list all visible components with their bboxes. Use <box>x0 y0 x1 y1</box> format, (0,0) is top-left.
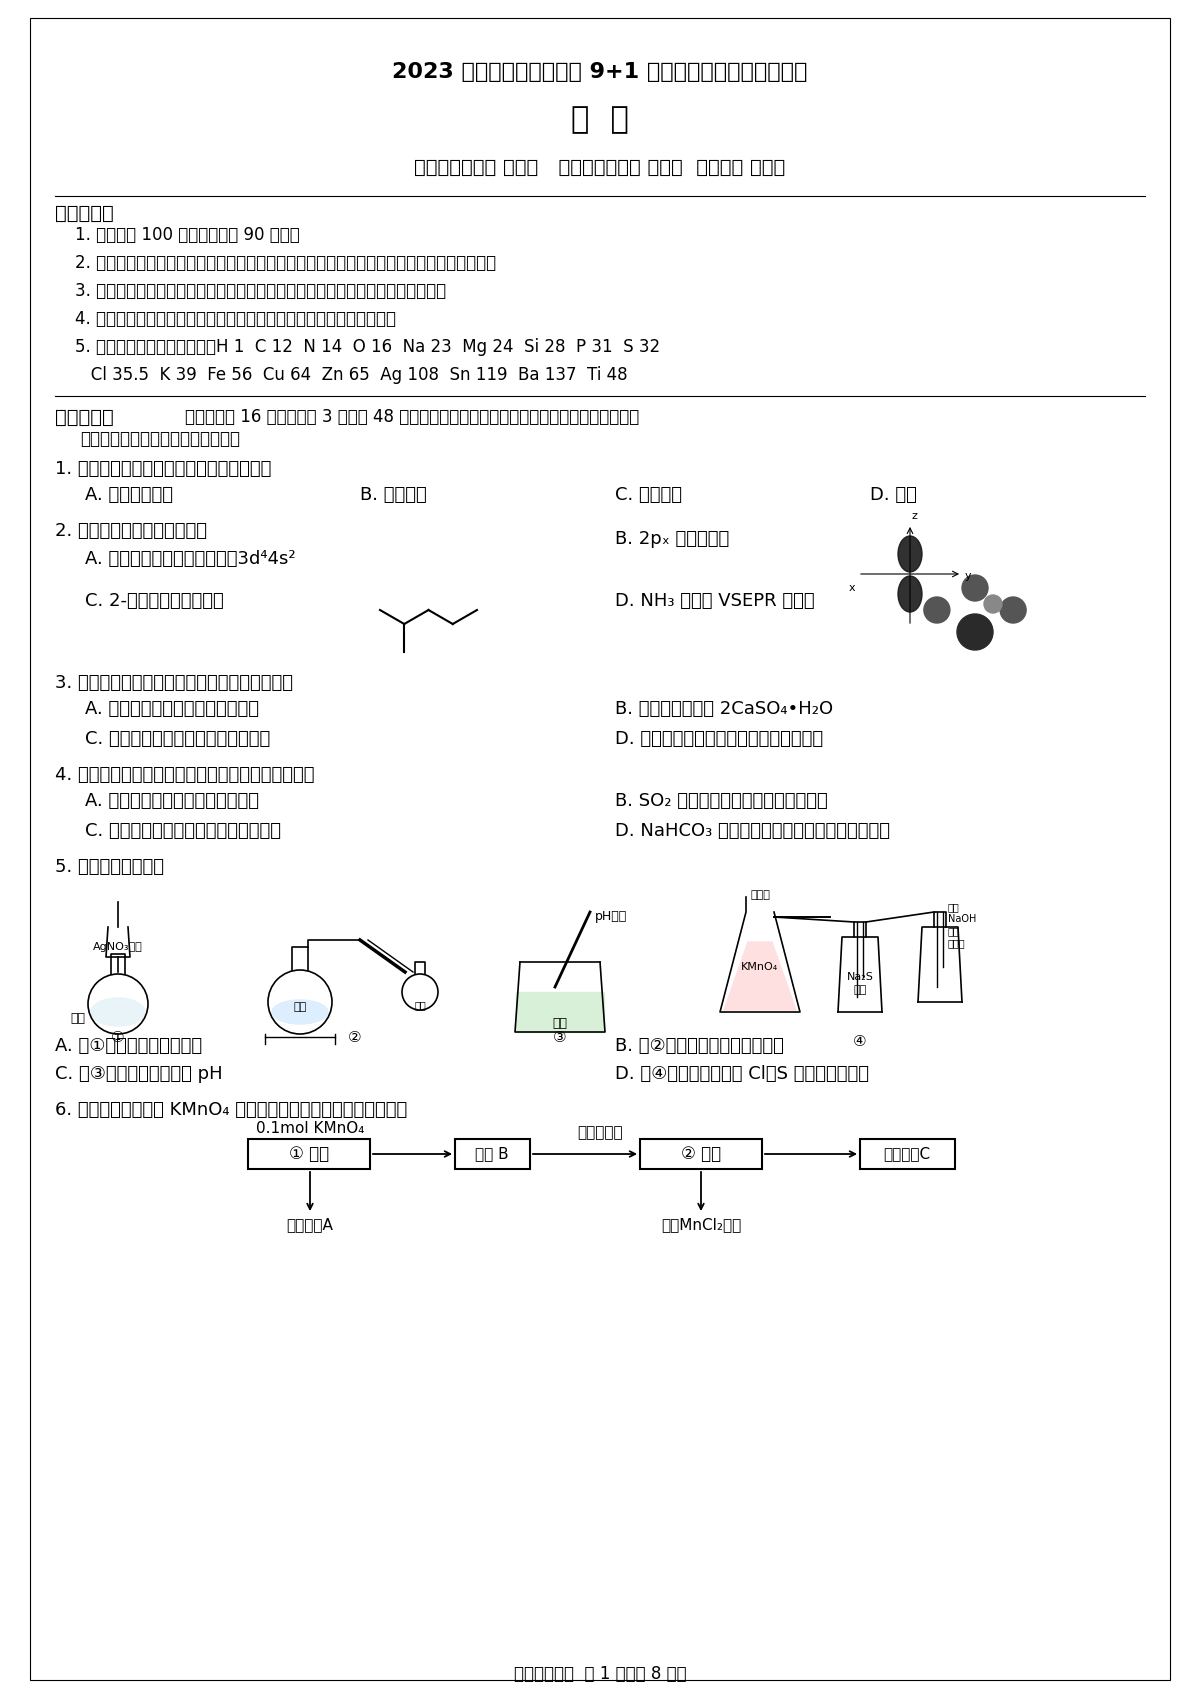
Text: z: z <box>912 511 918 521</box>
Text: A. 聪氯乙烯塑料: A. 聪氯乙烯塑料 <box>85 486 173 504</box>
Text: ④: ④ <box>853 1034 866 1049</box>
Text: D. 工业上，石膏用来调节水泥的硬化速率: D. 工业上，石膏用来调节水泥的硬化速率 <box>616 730 823 749</box>
Text: D. NaHCO₃ 受热易分解，可用于制备泡沫灭火器: D. NaHCO₃ 受热易分解，可用于制备泡沫灭火器 <box>616 822 890 841</box>
Text: AgNO₃溶液: AgNO₃溶液 <box>94 942 143 953</box>
Text: B. SO₂ 具有氧化性，可用于丝织品漂白: B. SO₂ 具有氧化性，可用于丝织品漂白 <box>616 791 828 810</box>
Text: ③: ③ <box>553 1031 566 1044</box>
Text: C. 制作豆腐时硫酸钙可以作为凝固剂: C. 制作豆腐时硫酸钙可以作为凝固剂 <box>85 730 270 749</box>
Text: ① 加热: ① 加热 <box>289 1144 329 1163</box>
Text: 求的，不选、多选、错选均不得分）: 求的，不选、多选、错选均不得分） <box>80 430 240 448</box>
Text: A. 钓原子的价层电子排布式：3d⁴​4s²: A. 钓原子的价层电子排布式：3d⁴​4s² <box>85 550 295 569</box>
Text: 的棉花: 的棉花 <box>948 937 966 947</box>
Bar <box>860 1139 955 1168</box>
Text: 4. 参加联批学校的学生可关注「启望教育」公众号查询个人成绩分析；: 4. 参加联批学校的学生可关注「启望教育」公众号查询个人成绩分析； <box>74 311 396 328</box>
Text: 5. 可能用到的相对原子质量：H 1  C 12  N 14  O 16  Na 23  Mg 24  Si 28  P 31  S 32: 5. 可能用到的相对原子质量：H 1 C 12 N 14 O 16 Na 23 … <box>74 338 660 357</box>
Text: y: y <box>965 571 972 581</box>
Text: A. 氨气易液化，液氨可用于制冷剂: A. 氨气易液化，液氨可用于制冷剂 <box>85 791 259 810</box>
Circle shape <box>958 615 994 650</box>
Text: 4. 物质的性质决定用途，下列两者对应关系正确的是: 4. 物质的性质决定用途，下列两者对应关系正确的是 <box>55 766 314 784</box>
Ellipse shape <box>272 1000 328 1024</box>
Text: B. 2pₓ 电子云图：: B. 2pₓ 电子云图： <box>616 530 730 548</box>
Circle shape <box>924 598 950 623</box>
Text: 2. 答题前，在答题卷指定区域填写班级、姓名、考场、座位号及准考证号并核对条形码信息；: 2. 答题前，在答题卷指定区域填写班级、姓名、考场、座位号及准考证号并核对条形码… <box>74 255 496 272</box>
Text: 考生须知：: 考生须知： <box>55 204 114 222</box>
Text: 浸有: 浸有 <box>948 902 960 912</box>
Text: D. 玻璃: D. 玻璃 <box>870 486 917 504</box>
Text: B. 图②装置可用于分离溅苯和苯: B. 图②装置可用于分离溅苯和苯 <box>616 1037 784 1054</box>
Text: 3. 硫酸钙是一种重要的盐，下列说法不正确的是: 3. 硫酸钙是一种重要的盐，下列说法不正确的是 <box>55 674 293 693</box>
Text: ② 加热: ② 加热 <box>680 1144 721 1163</box>
Circle shape <box>962 576 988 601</box>
Text: 溶液: 溶液 <box>948 925 960 936</box>
Text: B. 石膏的化学式为 2CaSO₄•H₂O: B. 石膏的化学式为 2CaSO₄•H₂O <box>616 700 833 718</box>
Ellipse shape <box>91 998 145 1026</box>
Bar <box>248 1139 370 1168</box>
Text: 1. 本卷满分 100 分，考试时间 90 分钟；: 1. 本卷满分 100 分，考试时间 90 分钟； <box>74 226 300 245</box>
Text: C. 碳纳米管: C. 碳纳米管 <box>616 486 682 504</box>
Text: 酸性MnCl₂溶液: 酸性MnCl₂溶液 <box>661 1217 742 1233</box>
Text: D. NH₃ 分子的 VSEPR 模型：: D. NH₃ 分子的 VSEPR 模型： <box>616 593 815 610</box>
Text: NaOH: NaOH <box>948 914 977 924</box>
Text: 2023 学年第一学期浙江省 9+1 高中联盟高三年级期中考试: 2023 学年第一学期浙江省 9+1 高中联盟高三年级期中考试 <box>392 63 808 82</box>
Bar <box>516 992 604 1032</box>
Text: 浓盐酸: 浓盐酸 <box>750 890 770 900</box>
Text: 氯水: 氯水 <box>552 1017 568 1031</box>
Text: （本大题公 16 题，每小题 3 分，公 48 分。每小题列出的四个备选项中只有一个是符合题目要: （本大题公 16 题，每小题 3 分，公 48 分。每小题列出的四个备选项中只有… <box>185 408 640 426</box>
Text: 0.1mol KMnO₄: 0.1mol KMnO₄ <box>256 1121 364 1136</box>
Text: 命题：新昌中学 邱常清   审题：长兴中学 朱卫琦  富阳中学 陈斯林: 命题：新昌中学 邱常清 审题：长兴中学 朱卫琦 富阳中学 陈斯林 <box>414 158 786 177</box>
Text: 气体单质C: 气体单质C <box>883 1146 930 1161</box>
Text: x: x <box>848 582 854 593</box>
Text: 足量浓盐酸: 足量浓盐酸 <box>577 1126 623 1139</box>
Text: 1. 下列材料中属于新型无机非金属材料的是: 1. 下列材料中属于新型无机非金属材料的是 <box>55 460 271 479</box>
Text: 6. 实验室中利用固体 KMnO₄ 进行如下实验，下列说法不正确的是: 6. 实验室中利用固体 KMnO₄ 进行如下实验，下列说法不正确的是 <box>55 1100 407 1119</box>
Bar <box>640 1139 762 1168</box>
Text: pH试纸: pH试纸 <box>595 910 628 924</box>
Text: 氯水: 氯水 <box>70 1012 85 1026</box>
Text: 3. 所有答案必须写在答题卷上，写在试卷上无效，考试结束后，只需上交答题卷；: 3. 所有答案必须写在答题卷上，写在试卷上无效，考试结束后，只需上交答题卷； <box>74 282 446 301</box>
Text: A. 图①操作可配制銀氨溶液: A. 图①操作可配制銀氨溶液 <box>55 1037 202 1054</box>
Text: C. 图③操作可测定氯水的 pH: C. 图③操作可测定氯水的 pH <box>55 1065 223 1083</box>
Text: 固体 B: 固体 B <box>475 1146 509 1161</box>
Ellipse shape <box>898 537 922 572</box>
Text: 气体单质A: 气体单质A <box>287 1217 334 1233</box>
Text: Na₂S: Na₂S <box>846 971 874 981</box>
Text: B. 储氢合金: B. 储氢合金 <box>360 486 427 504</box>
Text: 溶液: 溶液 <box>853 985 866 995</box>
Text: C. 苯甲酸具有酸性，可用作食品防腐剂: C. 苯甲酸具有酸性，可用作食品防腐剂 <box>85 822 281 841</box>
Text: C. 2-甲基戊烷的键线式：: C. 2-甲基戊烷的键线式： <box>85 593 223 610</box>
Text: 高三化学试题  第 1 页（共 8 页）: 高三化学试题 第 1 页（共 8 页） <box>514 1666 686 1683</box>
Text: 化  学: 化 学 <box>571 105 629 134</box>
Text: 5. 下列说法正确的是: 5. 下列说法正确的是 <box>55 857 164 876</box>
Text: D. 图④装置可用于比较 Cl、S 元素的非金属性: D. 图④装置可用于比较 Cl、S 元素的非金属性 <box>616 1065 869 1083</box>
Text: 2. 下列化学用语表示正确的是: 2. 下列化学用语表示正确的是 <box>55 521 208 540</box>
Circle shape <box>984 594 1002 613</box>
Ellipse shape <box>898 576 922 611</box>
Circle shape <box>1000 598 1026 623</box>
Text: ①: ① <box>112 1031 125 1044</box>
Text: ②: ② <box>348 1031 362 1044</box>
Text: A. 硫酸钙微溶于水但属于强电解质: A. 硫酸钙微溶于水但属于强电解质 <box>85 700 259 718</box>
Bar <box>455 1139 530 1168</box>
Polygon shape <box>724 942 796 1010</box>
Text: KMnO₄: KMnO₄ <box>742 963 779 971</box>
Text: Cl 35.5  K 39  Fe 56  Cu 64  Zn 65  Ag 108  Sn 119  Ba 137  Ti 48: Cl 35.5 K 39 Fe 56 Cu 64 Zn 65 Ag 108 Sn… <box>74 367 628 384</box>
Text: 冰水: 冰水 <box>414 1000 426 1010</box>
Text: 液石: 液石 <box>293 1002 307 1012</box>
Text: 一、选择题: 一、选择题 <box>55 408 114 426</box>
